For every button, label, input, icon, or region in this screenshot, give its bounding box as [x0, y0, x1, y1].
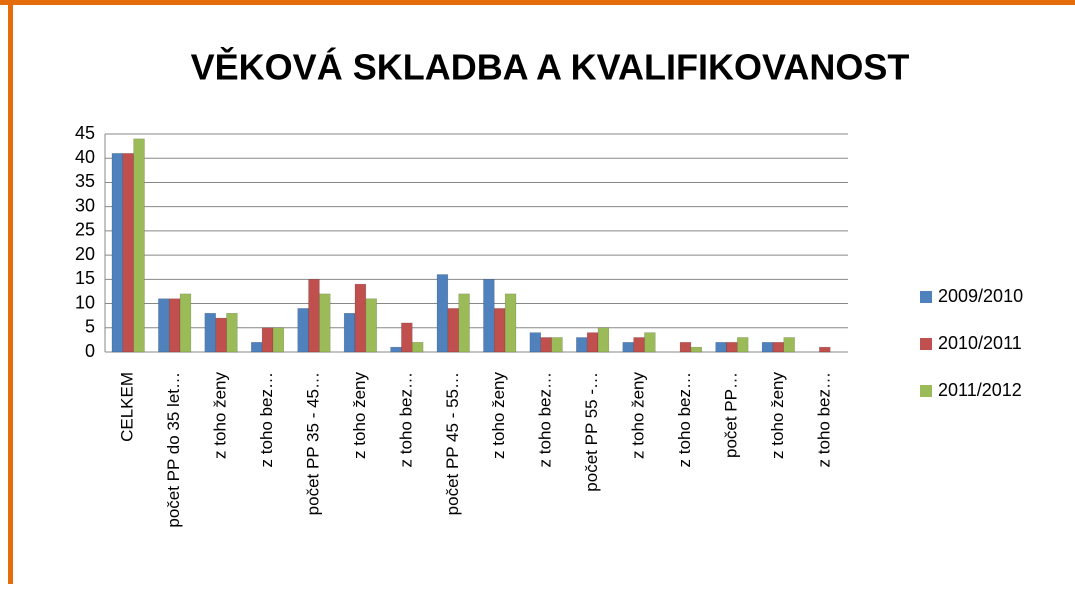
bar — [540, 337, 552, 353]
bar — [158, 298, 170, 353]
bar — [633, 337, 645, 353]
bar — [576, 337, 588, 353]
y-tick-label: 30 — [75, 195, 95, 215]
y-tick-label: 20 — [75, 244, 95, 264]
bar — [761, 342, 774, 353]
chart-title: VĚKOVÁ SKLADBA A KVALIFIKOVANOST — [191, 46, 910, 88]
x-tick-label: z toho ženy — [350, 372, 369, 459]
bar — [737, 337, 749, 353]
bar — [226, 312, 238, 353]
bar — [365, 298, 377, 353]
bar — [622, 342, 634, 353]
y-tick-label: 5 — [85, 317, 95, 337]
bar — [261, 327, 274, 353]
bar — [679, 342, 692, 353]
bar — [436, 274, 449, 353]
x-tick-label: počet PP do 35 let… — [164, 372, 183, 528]
bar — [772, 342, 785, 353]
bar — [447, 308, 459, 353]
bar — [529, 332, 541, 353]
bar — [483, 279, 495, 353]
bar — [401, 322, 413, 353]
legend-swatch — [920, 385, 932, 397]
bar — [597, 327, 610, 353]
y-tick-label: 40 — [75, 147, 95, 167]
bar — [251, 342, 263, 353]
bar — [551, 337, 563, 353]
x-tick-label: z toho bez… — [396, 372, 415, 467]
bar — [412, 342, 424, 353]
bar — [111, 153, 124, 353]
bar — [133, 138, 145, 353]
bar — [783, 337, 795, 353]
bar — [390, 346, 402, 353]
bar — [343, 312, 356, 353]
x-tick-label: počet PP 35 - 45… — [303, 372, 322, 515]
legend-label: 2009/2010 — [938, 286, 1023, 306]
bar — [586, 332, 599, 353]
bar — [215, 317, 227, 353]
bar — [458, 293, 470, 353]
x-tick-label: počet PP 55 -… — [582, 372, 601, 492]
bar — [319, 293, 331, 353]
bar — [494, 308, 506, 353]
bar — [179, 293, 192, 353]
bar — [122, 153, 134, 353]
x-tick-label: počet PP 45 - 55… — [443, 372, 462, 515]
x-tick-label: z toho bez… — [675, 372, 694, 467]
bar — [715, 342, 727, 353]
legend-label: 2010/2011 — [938, 333, 1022, 353]
bar — [504, 293, 517, 353]
bar — [690, 346, 702, 353]
top-border — [0, 0, 1075, 5]
x-tick-label: počet PP… — [721, 372, 740, 458]
x-tick-label: z toho bez… — [814, 372, 833, 467]
x-tick-label: z toho ženy — [489, 372, 508, 459]
bar — [308, 279, 320, 353]
bar — [204, 312, 216, 353]
bar — [819, 346, 831, 353]
left-border — [8, 0, 13, 584]
x-tick-label: z toho bez… — [536, 372, 555, 467]
y-tick-label: 15 — [75, 268, 95, 288]
bar — [354, 283, 367, 353]
y-tick-label: 35 — [75, 171, 95, 191]
x-tick-label: CELKEM — [118, 372, 137, 442]
legend-swatch — [920, 291, 932, 303]
y-tick-label: 0 — [85, 341, 95, 361]
x-tick-label: z toho bez… — [257, 372, 276, 467]
bar — [297, 308, 309, 353]
legend-label: 2011/2012 — [938, 380, 1022, 400]
x-tick-label: z toho ženy — [768, 372, 787, 459]
bar — [272, 327, 285, 353]
bar — [726, 342, 738, 353]
y-tick-label: 25 — [75, 220, 95, 240]
bar — [168, 298, 181, 353]
bar — [644, 332, 656, 353]
y-tick-label: 45 — [75, 123, 95, 143]
legend-swatch — [920, 338, 932, 350]
y-tick-label: 10 — [75, 292, 95, 312]
x-tick-label: z toho ženy — [211, 372, 230, 459]
x-tick-label: z toho ženy — [629, 372, 648, 459]
